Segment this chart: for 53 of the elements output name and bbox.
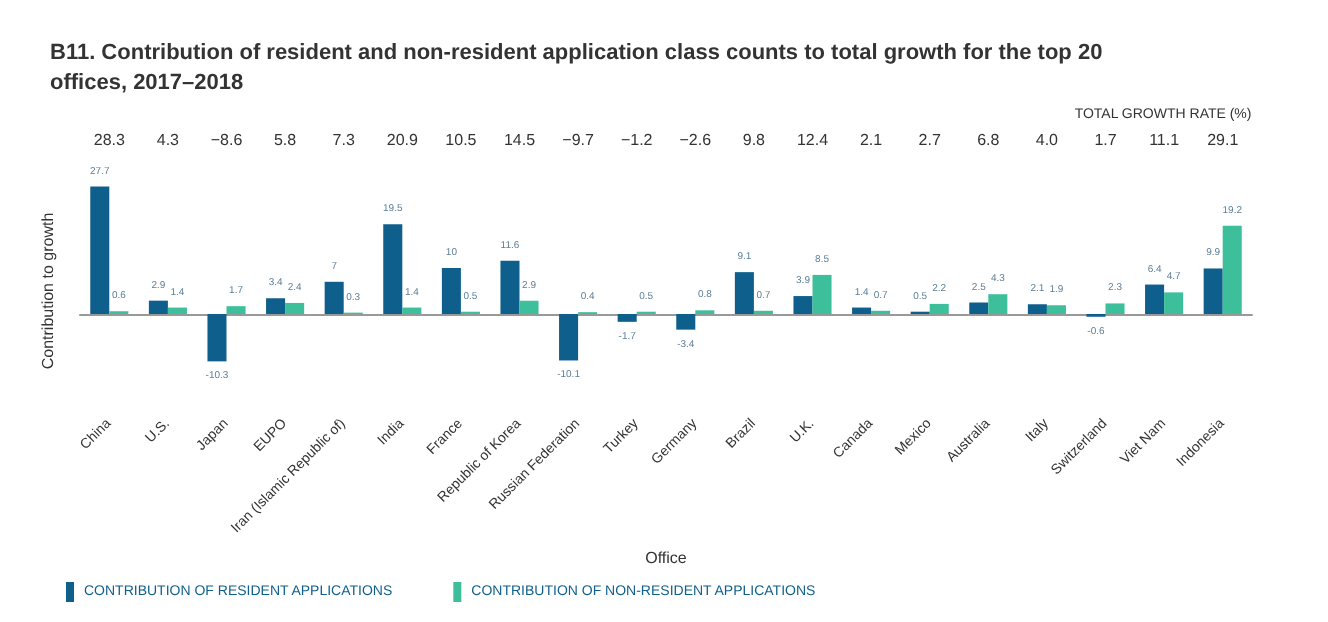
text: 10.5 <box>445 131 478 149</box>
bar <box>207 314 227 362</box>
text: 1.7 <box>1094 131 1118 149</box>
text: 4.3 <box>156 131 181 149</box>
chart-title: B11. Contribution of resident and non-resident application class counts to total growth for the top 20 offices, 2017–2018 <box>50 41 1109 95</box>
bar <box>383 224 403 314</box>
bar <box>969 302 989 314</box>
x-axis-title: Office <box>645 549 688 567</box>
bar <box>402 307 422 314</box>
bar <box>1105 303 1125 314</box>
text: 11.1 <box>1149 131 1181 149</box>
bar <box>90 186 110 314</box>
bar <box>676 314 696 330</box>
bar <box>617 314 637 322</box>
bar <box>852 307 872 314</box>
bar <box>1222 225 1242 314</box>
text: 12.4 <box>796 131 830 149</box>
bar <box>1164 292 1184 314</box>
bar <box>441 268 461 314</box>
text: 5.8 <box>273 131 298 149</box>
text: −9.7 <box>562 131 595 149</box>
bar <box>226 306 246 314</box>
bar <box>324 281 344 314</box>
bar <box>734 272 754 314</box>
bar <box>1027 304 1047 314</box>
text: −1.2 <box>620 131 654 149</box>
text: 2.7 <box>918 131 942 149</box>
bar <box>559 314 579 361</box>
text: 6.8 <box>977 131 1001 149</box>
text: 2.1 <box>859 131 884 149</box>
bar <box>500 260 520 314</box>
bar <box>929 303 949 314</box>
text: 7.3 <box>332 131 356 149</box>
text: 29.1 <box>1207 131 1240 149</box>
text: −2.6 <box>679 131 713 149</box>
y-axis-title: Contribution to growth <box>39 212 57 370</box>
bar <box>1203 268 1223 314</box>
bar <box>1046 305 1066 314</box>
text: 20.9 <box>386 131 419 149</box>
bar <box>793 296 813 314</box>
text: −8.6 <box>210 131 244 149</box>
bar <box>167 307 187 314</box>
bar <box>988 294 1008 314</box>
bar <box>812 274 832 314</box>
text: 9.8 <box>742 131 767 149</box>
text: 28.3 <box>93 131 126 149</box>
bar <box>285 302 305 314</box>
bar <box>519 300 539 314</box>
bar <box>266 298 286 314</box>
text: 14.5 <box>503 131 537 149</box>
text: 4.0 <box>1035 131 1060 149</box>
bar <box>148 300 168 314</box>
bar <box>1145 284 1165 314</box>
